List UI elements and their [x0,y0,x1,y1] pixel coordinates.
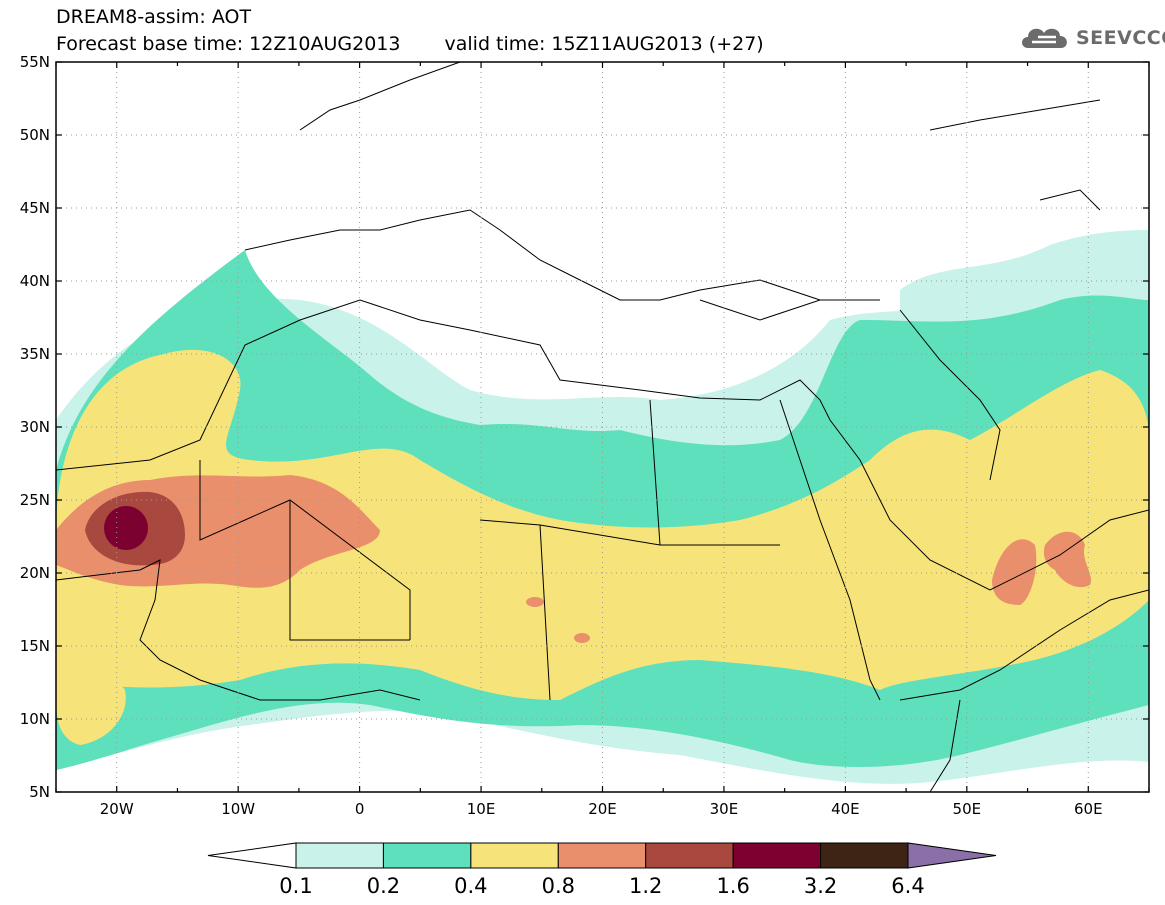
lat-label: 15N [20,637,50,655]
lon-label: 10E [467,800,496,818]
lat-label: 10N [20,710,50,728]
aot-band-1.6 [104,506,148,550]
lon-label: 20E [588,800,617,818]
colorbar-label: 0.1 [279,874,312,898]
coastlines [56,62,1149,792]
logo-text: SEEVCCC [1076,27,1165,49]
lat-label: 45N [20,199,50,217]
aot-band-0.4 [56,349,1149,700]
aot-band-0.8-arabia [992,539,1037,605]
valid-time: valid time: 15Z11AUG2013 (+27) [444,33,764,55]
colorbar-label: 0.2 [367,874,400,898]
lon-label: 60E [1074,800,1103,818]
colorbar-label: 1.6 [716,874,749,898]
gridlines [56,62,1149,792]
colorbar-box [557,842,647,869]
lon-label: 20W [100,800,134,818]
lat-label: 50N [20,126,50,144]
lon-label: 10W [221,800,255,818]
map-title: DREAM8-assim: AOT [56,6,252,28]
seevccc-logo: SEEVCCC [1018,22,1165,54]
lon-label: 30E [710,800,739,818]
lat-label: 30N [20,418,50,436]
colorbar-box [645,842,734,869]
longitude-labels: 20W 10W 0 10E 20E 30E 40E 50E 60E [100,800,1103,818]
aot-band-0.8-spot1 [526,597,544,607]
aot-band-0.8-spot2 [574,633,590,643]
colorbar-label: 0.4 [454,874,487,898]
lat-label: 40N [20,272,50,290]
colorbar-box [470,842,559,869]
colorbar-label: 0.8 [542,874,575,898]
colorbar-box [382,842,472,869]
aot-band-0.4-sw [56,671,126,745]
lat-label: 25N [20,491,50,509]
aot-band-0.8-oman [1043,531,1092,588]
colorbar [207,842,997,869]
colorbar-label: 1.2 [629,874,662,898]
base-time: Forecast base time: 12Z10AUG2013 [56,33,401,55]
colorbar-label: 6.4 [891,874,924,898]
time-info: Forecast base time: 12Z10AUG2013 valid ti… [56,33,764,55]
latitude-labels: 55N 50N 45N 40N 35N 30N 25N 20N 15N 10N 5N [20,53,50,801]
axis-ticks [55,61,1150,793]
colorbar-box [820,842,909,869]
colorbar-label: 3.2 [804,874,837,898]
lon-label: 40E [831,800,860,818]
lat-label: 35N [20,345,50,363]
colorbar-box [732,842,822,869]
colorbar-labels: 0.1 0.2 0.4 0.8 1.2 1.6 3.2 6.4 [279,874,924,898]
lon-label: 0 [355,800,365,818]
colorbar-box [295,842,384,869]
lat-label: 55N [20,53,50,71]
lat-label: 5N [29,783,50,801]
lon-label: 50E [953,800,982,818]
colorbar-arrow-low [207,842,297,869]
cloud-icon [1022,28,1067,48]
colorbar-arrow-high [907,842,997,869]
lat-label: 20N [20,564,50,582]
